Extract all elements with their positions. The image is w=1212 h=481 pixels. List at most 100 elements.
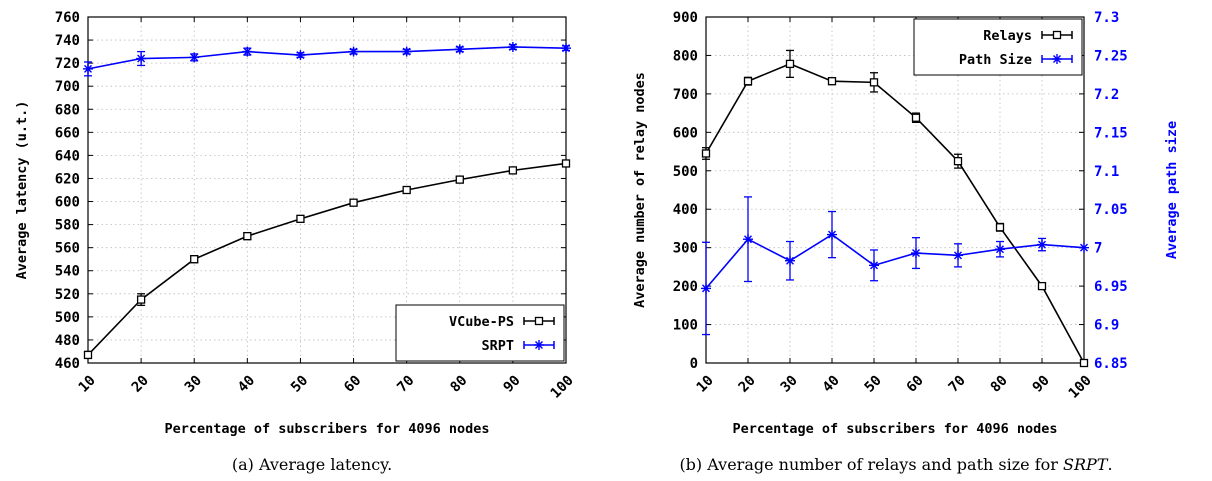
y-tick-label: 700	[673, 87, 698, 103]
y2-tick-label: 7.3	[1094, 10, 1119, 26]
x-tick-label: 70	[946, 373, 969, 396]
x-tick-label: 20	[129, 373, 152, 396]
data-point	[136, 53, 147, 64]
y-tick-label: 0	[690, 356, 698, 372]
y2-tick-label: 7.25	[1094, 48, 1128, 64]
data-point	[743, 234, 753, 245]
y-tick-label: 300	[673, 241, 698, 257]
y-tick-label: 580	[55, 218, 80, 234]
series-path-size	[701, 196, 1089, 336]
data-point	[136, 295, 146, 304]
y-tick-label: 560	[55, 241, 80, 257]
x-tick-label: 80	[988, 373, 1011, 396]
data-point	[296, 214, 305, 223]
legend-marker	[1052, 30, 1062, 40]
data-point	[83, 63, 93, 74]
data-point	[953, 250, 963, 261]
data-point	[911, 248, 921, 259]
data-point	[785, 255, 795, 266]
data-point	[508, 166, 518, 175]
x-tick-label: 100	[548, 373, 577, 402]
y2-tick-label: 6.95	[1094, 279, 1128, 295]
data-point	[827, 229, 837, 240]
x-tick-label: 100	[1066, 373, 1095, 402]
legend: Relays Path Size	[913, 18, 1083, 76]
caption-b-period: .	[1107, 455, 1112, 474]
data-point	[995, 244, 1005, 255]
y-tick-label: 740	[55, 33, 80, 49]
y-tick-label: 480	[55, 333, 80, 349]
legend-marker	[534, 316, 544, 326]
x-tick-label: 90	[1030, 373, 1053, 396]
y-axis-label: Average latency (u.t.)	[14, 101, 30, 280]
y2-tick-label: 7.15	[1094, 125, 1128, 141]
x-tick-label: 60	[341, 373, 364, 396]
y-tick-label: 720	[55, 56, 80, 72]
x-tick-label: 70	[394, 373, 417, 396]
x-tick-label: 60	[904, 373, 927, 396]
data-point	[348, 46, 359, 57]
y-tick-label: 460	[55, 356, 80, 372]
y-tick-label: 900	[673, 10, 698, 26]
data-point	[190, 255, 199, 264]
data-point	[242, 46, 253, 57]
data-point	[1037, 281, 1047, 291]
y2-tick-label: 7.2	[1094, 87, 1119, 103]
series-line	[705, 233, 1085, 289]
y-tick-label: 540	[55, 264, 80, 280]
series-line	[705, 63, 1085, 364]
data-point	[869, 78, 879, 87]
legend-label: Relays	[983, 28, 1032, 44]
data-point	[701, 149, 711, 158]
x-tick-label: 40	[235, 373, 258, 396]
y-tick-label: 700	[55, 79, 80, 95]
y-tick-label: 640	[55, 148, 80, 164]
y-tick-label: 800	[673, 48, 698, 64]
data-point	[507, 41, 518, 52]
caption-a: (a) Average latency.	[232, 455, 392, 474]
data-point	[869, 260, 879, 271]
y-tick-label: 500	[55, 310, 80, 326]
series-line	[87, 46, 567, 70]
y-tick-label: 620	[55, 171, 80, 187]
data-point	[243, 231, 252, 241]
caption-b-emphasis: SRPT	[1063, 455, 1109, 474]
y2-axis-label: Average path size	[1164, 121, 1180, 259]
series-line	[87, 162, 567, 356]
data-point	[189, 52, 200, 63]
data-point	[911, 113, 921, 122]
data-point	[1079, 358, 1089, 368]
series-srpt	[83, 41, 571, 77]
data-point	[454, 44, 465, 55]
series-vcube-ps	[83, 159, 571, 360]
x-tick-label: 40	[820, 373, 843, 396]
data-point	[701, 283, 711, 294]
data-point	[785, 59, 795, 69]
data-point	[295, 50, 306, 61]
legend-box	[913, 18, 1083, 76]
x-tick-label: 30	[182, 373, 205, 396]
plot-frame	[87, 16, 567, 364]
y-tick-label: 600	[55, 195, 80, 211]
data-point	[402, 185, 411, 195]
y-tick-label: 100	[673, 318, 698, 334]
legend: VCube-PS SRPT	[395, 304, 565, 362]
y-tick-label: 600	[673, 125, 698, 141]
y2-tick-label: 6.9	[1094, 318, 1119, 334]
x-tick-label: 10	[76, 373, 99, 396]
data-point	[1037, 239, 1047, 250]
y2-tick-label: 7.1	[1094, 164, 1119, 180]
data-point	[743, 77, 753, 86]
x-tick-label: 80	[447, 373, 470, 396]
data-point	[1079, 242, 1089, 253]
legend-marker	[534, 340, 544, 350]
legend-marker	[1052, 54, 1062, 64]
x-axis-label: Percentage of subscribers for 4096 nodes	[732, 421, 1057, 437]
x-tick-label: 30	[778, 373, 801, 396]
legend-label: SRPT	[481, 338, 514, 354]
y-tick-label: 200	[673, 279, 698, 295]
legend-box	[395, 304, 565, 362]
data-point	[995, 223, 1005, 232]
y-tick-label: 520	[55, 287, 80, 303]
data-point	[561, 43, 571, 54]
